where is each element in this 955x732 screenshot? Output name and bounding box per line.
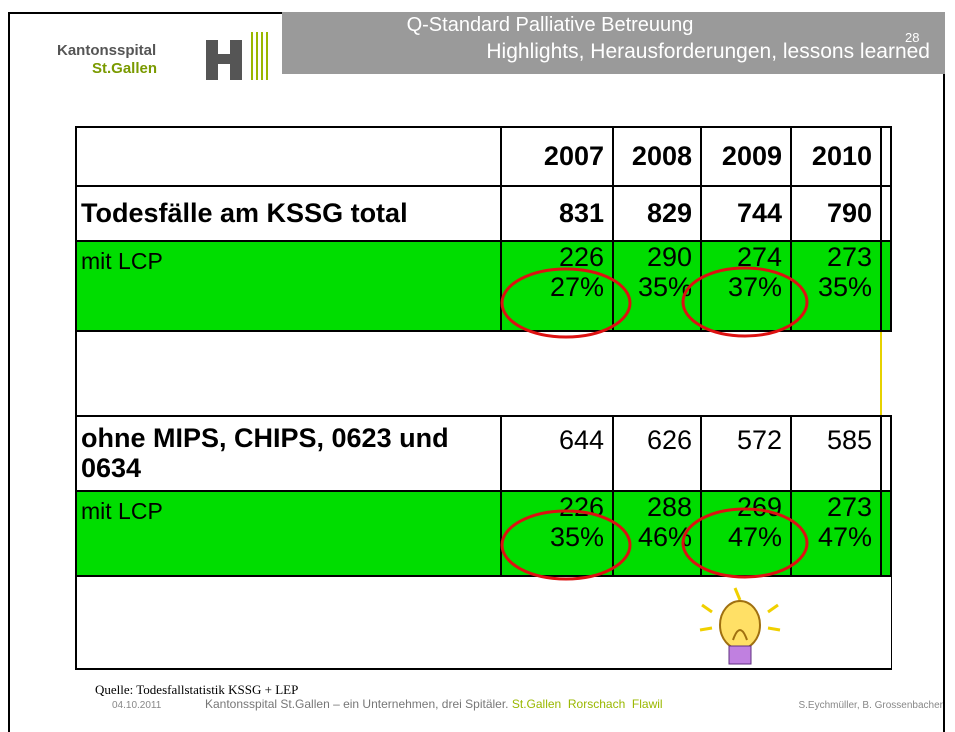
tagline: Kantonsspital St.Gallen – ein Unternehme…: [205, 697, 663, 711]
lightbulb: [700, 588, 780, 664]
annotations: [0, 0, 955, 724]
date: 04.10.2011: [112, 700, 161, 711]
tagline-text: Kantonsspital St.Gallen – ein Unternehme…: [205, 697, 509, 711]
sites: St.Gallen Rorschach Flawil: [512, 697, 663, 711]
source: Quelle: Todesfallstatistik KSSG + LEP: [95, 682, 298, 698]
slide: Kantonsspital St.Gallen Q-Standard Palli…: [0, 0, 955, 724]
authors: S.Eychmüller, B. Grossenbacher: [798, 700, 943, 711]
